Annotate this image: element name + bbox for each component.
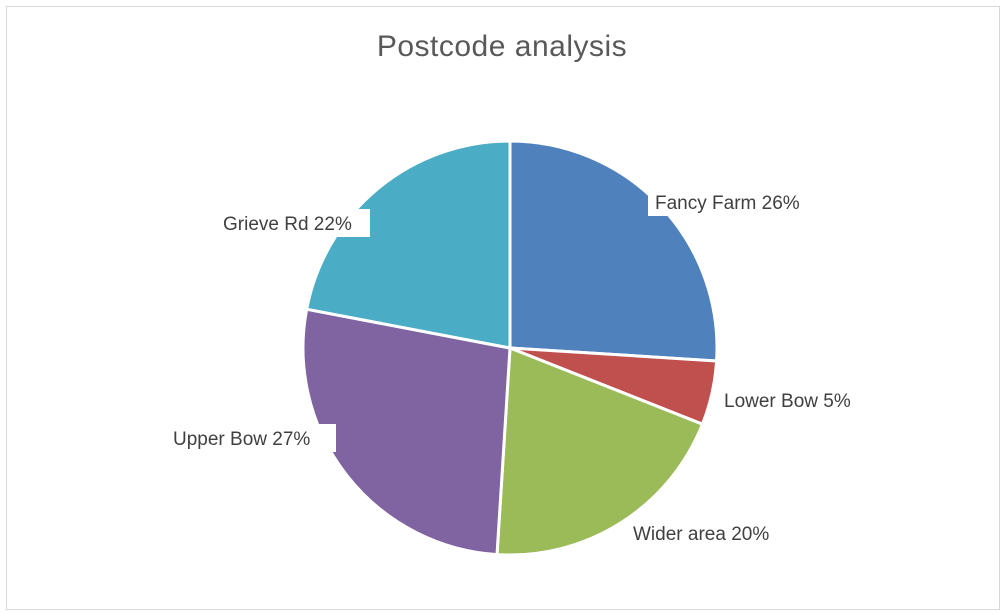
pie-slice-upper-bow <box>301 307 512 557</box>
data-label-grieve-rd: Grieve Rd 22% <box>216 209 370 237</box>
data-label-text: Grieve Rd 22% <box>223 214 352 235</box>
data-label-fancy-farm: Fancy Farm 26% <box>648 188 820 216</box>
data-label-background <box>626 519 796 547</box>
data-label-background <box>166 424 336 452</box>
data-label-text: Upper Bow 27% <box>173 429 310 450</box>
data-label-upper-bow: Upper Bow 27% <box>166 424 336 452</box>
data-label-lower-bow: Lower Bow 5% <box>717 386 879 414</box>
data-label-text: Wider area 20% <box>633 524 769 545</box>
chart-title: Postcode analysis <box>376 30 628 63</box>
data-label-wider-area: Wider area 20% <box>626 519 796 547</box>
data-label-text: Fancy Farm 26% <box>655 193 800 214</box>
data-label-text: Lower Bow 5% <box>724 391 851 412</box>
data-label-background <box>717 386 879 414</box>
data-label-background <box>216 209 370 237</box>
data-label-background <box>648 188 820 216</box>
pie-slice-grieve-rd <box>304 139 512 350</box>
pie-slice-wider-area <box>495 345 705 557</box>
pie-slice-fancy-farm <box>508 139 719 363</box>
